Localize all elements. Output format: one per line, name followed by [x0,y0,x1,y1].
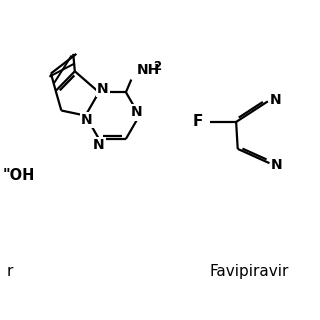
Text: N: N [81,113,93,127]
Text: F: F [193,115,204,129]
Text: N: N [269,93,281,107]
Text: 2: 2 [154,60,162,73]
Text: N: N [271,158,283,172]
Text: N: N [130,105,142,119]
Text: "OH: "OH [3,168,35,183]
Text: Favipiravir: Favipiravir [209,264,289,278]
Text: N: N [93,138,105,152]
Text: N: N [97,82,108,96]
Text: NH: NH [137,63,160,77]
Text: r: r [6,264,12,278]
